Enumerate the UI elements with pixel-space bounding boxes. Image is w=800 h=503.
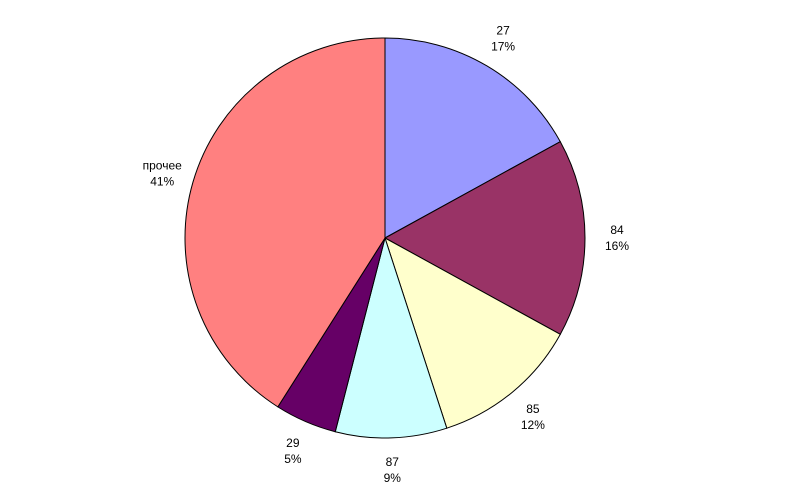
pie-slice-87 (334, 236, 448, 439)
slice-percent-label: 9% (384, 471, 402, 485)
slice-percent-label: 17% (491, 39, 515, 53)
slice-label: 84 (610, 223, 624, 237)
slice-label: прочее (143, 158, 183, 172)
pie-slice-85 (384, 236, 561, 429)
slice-percent-label: 41% (150, 174, 174, 188)
pie-slice-прочее (184, 37, 386, 408)
slice-percent-label: 12% (521, 418, 545, 432)
slice-label: 27 (496, 23, 510, 37)
slice-label: 85 (526, 402, 540, 416)
slice-label: 29 (286, 436, 300, 450)
pie-slice-27 (384, 37, 561, 239)
pie-slice-84 (383, 140, 586, 336)
slice-label: 87 (386, 455, 400, 469)
slice-percent-label: 5% (284, 452, 302, 466)
slice-percent-label: 16% (605, 239, 629, 253)
